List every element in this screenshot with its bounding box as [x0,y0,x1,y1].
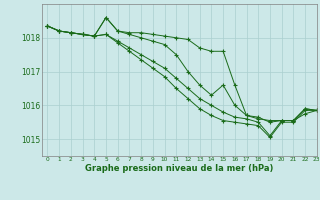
X-axis label: Graphe pression niveau de la mer (hPa): Graphe pression niveau de la mer (hPa) [85,164,273,173]
